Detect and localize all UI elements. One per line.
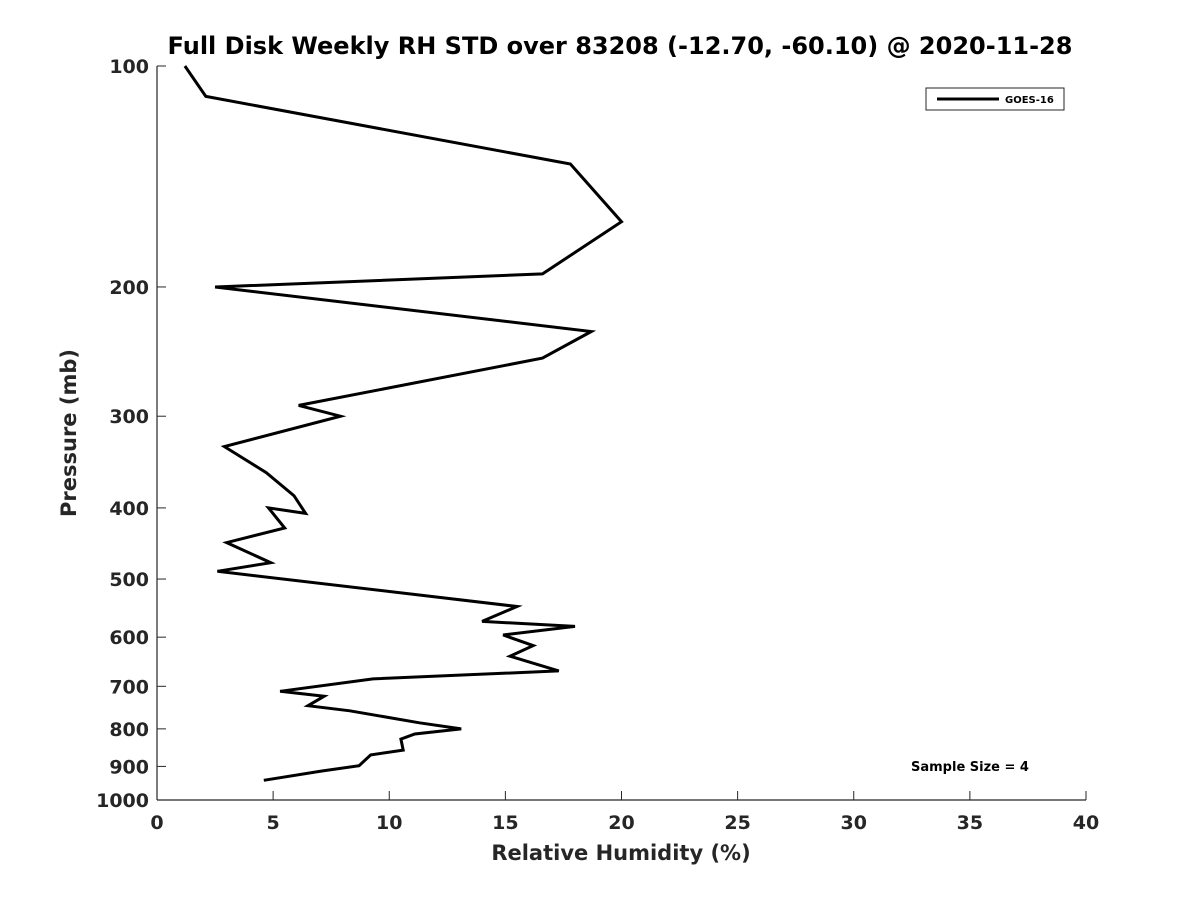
y-tick-label: 100 <box>109 56 149 78</box>
x-tick-label: 40 <box>1073 812 1099 834</box>
x-tick-label: 20 <box>608 812 634 834</box>
y-tick-label: 600 <box>109 627 149 649</box>
series-layer <box>183 65 624 782</box>
x-tick-label: 25 <box>724 812 750 834</box>
x-tick-label: 30 <box>841 812 867 834</box>
x-tick-label: 35 <box>957 812 983 834</box>
x-tick-label: 10 <box>376 812 402 834</box>
y-tick-label: 200 <box>109 277 149 299</box>
y-tick-label: 400 <box>109 498 149 520</box>
legend: GOES-16 <box>925 87 1065 111</box>
y-tick-label: 900 <box>109 756 149 778</box>
y-tick-label: 300 <box>109 406 149 428</box>
y-axis-ticks: 100 200 300 400 500 600 700 800 900 1000 <box>96 56 166 812</box>
y-tick-label: 800 <box>109 719 149 741</box>
y-axis-label: Pressure (mb) <box>57 349 81 517</box>
x-tick-label: 15 <box>492 812 518 834</box>
x-axis-label: Relative Humidity (%) <box>491 841 750 865</box>
y-tick-label: 700 <box>109 676 149 698</box>
x-tick-label: 5 <box>267 812 280 834</box>
series-line-goes-16 <box>183 65 624 782</box>
y-tick-label: 500 <box>109 569 149 591</box>
sample-size-annotation: Sample Size = 4 <box>911 760 1029 775</box>
y-tick-label: 1000 <box>96 790 149 812</box>
chart-title: Full Disk Weekly RH STD over 83208 (-12.… <box>168 32 1073 60</box>
legend-label-goes-16: GOES-16 <box>1005 95 1054 106</box>
x-tick-label: 0 <box>150 812 163 834</box>
x-axis-ticks: 0 5 10 15 20 25 30 35 40 <box>150 791 1099 834</box>
